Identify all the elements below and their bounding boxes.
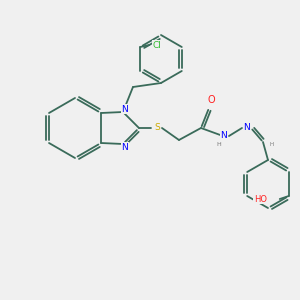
Text: N: N <box>122 104 128 113</box>
Text: H: H <box>217 142 221 148</box>
Text: Cl: Cl <box>153 40 162 50</box>
Text: N: N <box>220 130 227 140</box>
Text: O: O <box>207 95 215 105</box>
Text: N: N <box>244 122 250 131</box>
Text: H: H <box>270 142 274 148</box>
Text: N: N <box>122 142 128 152</box>
Text: S: S <box>154 124 160 133</box>
Text: HO: HO <box>254 194 267 203</box>
